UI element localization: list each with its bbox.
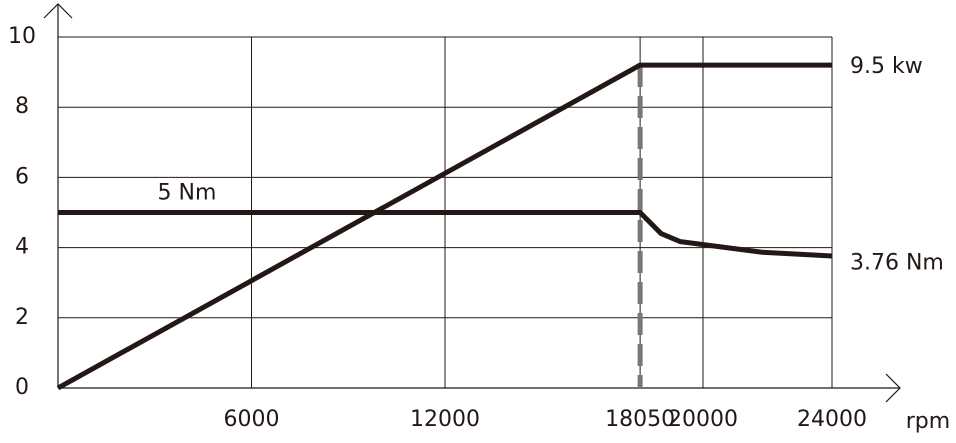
x-axis-arrow (885, 373, 901, 403)
y-tick-label: 8 (15, 94, 29, 119)
y-tick-label: 10 (8, 24, 36, 49)
y-tick-label: 2 (15, 305, 29, 330)
x-tick-label: 18050 (605, 407, 675, 432)
annotation: 3.76 Nm (850, 251, 944, 276)
annotation: 9.5 kw (850, 54, 923, 79)
x-axis-label: rpm (906, 409, 950, 434)
x-tick-label: 20000 (668, 407, 738, 432)
annotation: 5 Nm (158, 180, 217, 205)
x-tick-label: 6000 (224, 407, 280, 432)
x-tick-label: 12000 (410, 407, 480, 432)
y-axis-arrow (43, 3, 73, 19)
y-tick-label: 0 (15, 375, 29, 400)
line (56, 62, 832, 391)
y-tick-label: 6 (15, 164, 29, 189)
x-tick-label: 24000 (797, 407, 867, 432)
line (58, 210, 833, 259)
y-tick-label: 4 (15, 235, 29, 260)
